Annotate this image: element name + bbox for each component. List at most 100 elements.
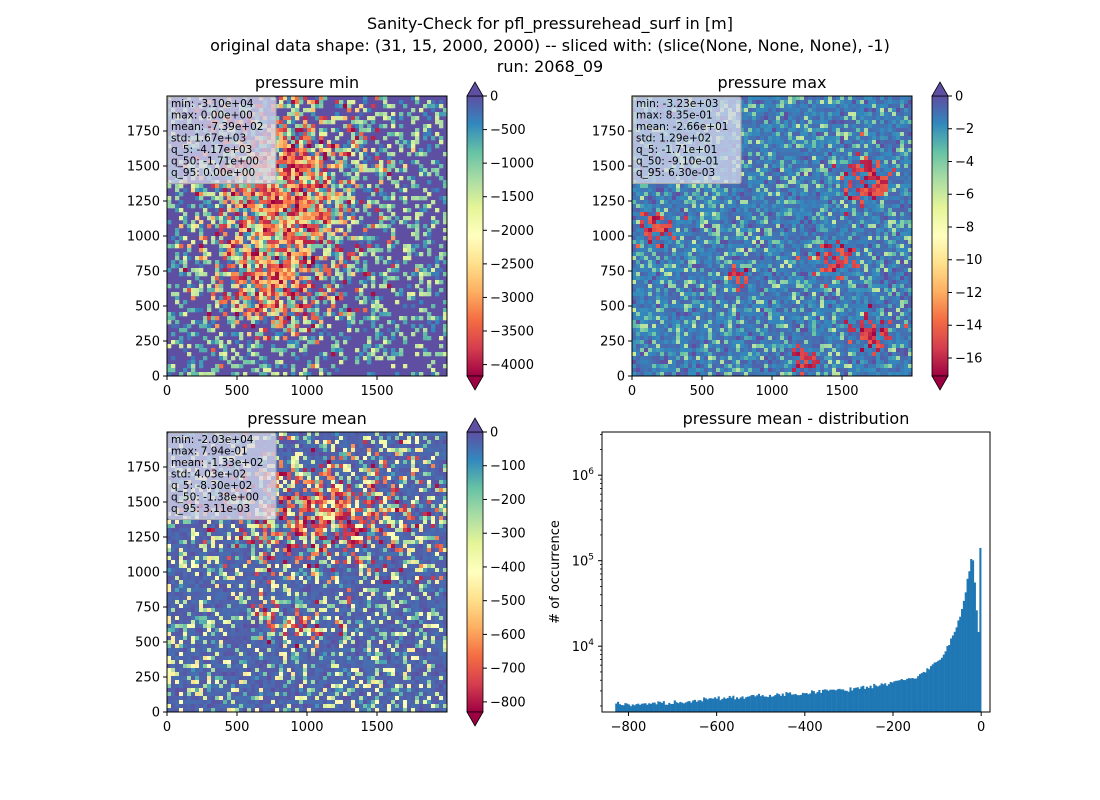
heatmap-cell [311, 160, 316, 165]
heatmap-cell [896, 168, 901, 173]
heatmap-cell [339, 196, 344, 201]
heatmap-cell [335, 244, 340, 249]
heatmap-cell [271, 372, 276, 377]
heatmap-cell [283, 172, 288, 177]
heatmap-cell [271, 204, 276, 209]
heatmap-cell [303, 320, 308, 325]
heatmap-cell [219, 184, 224, 189]
heatmap-cell [864, 144, 869, 149]
heatmap-cell [319, 216, 324, 221]
heatmap-cell [439, 268, 444, 273]
heatmap-cell [315, 292, 320, 297]
heatmap-cell [892, 132, 897, 137]
heatmap-cell [884, 112, 889, 117]
heatmap-cell [856, 184, 861, 189]
heatmap-cell [239, 232, 244, 237]
heatmap-cell [267, 368, 272, 373]
heatmap-cell [800, 144, 805, 149]
heatmap-cell [239, 280, 244, 285]
heatmap-cell [279, 248, 284, 253]
heatmap-cell [311, 228, 316, 233]
heatmap-cell [187, 308, 192, 313]
heatmap-cell [852, 180, 857, 185]
heatmap-cell [896, 140, 901, 145]
heatmap-cell [303, 108, 308, 113]
heatmap-cell [760, 116, 765, 121]
heatmap-cell [335, 184, 340, 189]
heatmap-cell [836, 96, 841, 101]
heatmap-cell [884, 120, 889, 125]
heatmap-cell [287, 128, 292, 133]
heatmap-cell [427, 132, 432, 137]
heatmap-cell [339, 192, 344, 197]
heatmap-cell [291, 96, 296, 101]
heatmap-cell [716, 188, 721, 193]
heatmap-cell [640, 228, 645, 233]
heatmap-cell [836, 172, 841, 177]
heatmap-cell [267, 252, 272, 257]
heatmap-cell [335, 348, 340, 353]
heatmap-cell [435, 320, 440, 325]
heatmap-cell [796, 220, 801, 225]
heatmap-cell [892, 136, 897, 141]
heatmap-cell [179, 216, 184, 221]
heatmap-cell [744, 124, 749, 129]
heatmap-cell [808, 192, 813, 197]
heatmap-cell [295, 340, 300, 345]
heatmap-cell [179, 236, 184, 241]
heatmap-cell [836, 124, 841, 129]
heatmap-cell [291, 332, 296, 337]
heatmap-cell [259, 292, 264, 297]
heatmap-cell [712, 216, 717, 221]
heatmap-cell [255, 276, 260, 281]
heatmap-cell [303, 352, 308, 357]
heatmap-cell [287, 136, 292, 141]
heatmap-cell [243, 296, 248, 301]
heatmap-cell [652, 188, 657, 193]
heatmap-cell [295, 284, 300, 289]
heatmap-cell [736, 224, 741, 229]
heatmap-cell [235, 192, 240, 197]
heatmap-cell [868, 136, 873, 141]
heatmap-cell [884, 208, 889, 213]
heatmap-cell [283, 208, 288, 213]
heatmap-cell [856, 140, 861, 145]
heatmap-cell [896, 224, 901, 229]
heatmap-cell [291, 320, 296, 325]
heatmap-cell [247, 248, 252, 253]
heatmap-cell [427, 336, 432, 341]
heatmap-cell [343, 180, 348, 185]
heatmap-cell [347, 316, 352, 321]
heatmap-cell [303, 216, 308, 221]
heatmap-cell [724, 224, 729, 229]
heatmap-cell [872, 124, 877, 129]
heatmap-cell [740, 108, 745, 113]
heatmap-cell [836, 148, 841, 153]
heatmap-cell [804, 160, 809, 165]
heatmap-cell [788, 184, 793, 189]
heatmap-cell [339, 360, 344, 365]
heatmap-cell [299, 152, 304, 157]
heatmap-cell [804, 204, 809, 209]
heatmap-cell [359, 248, 364, 253]
heatmap-cell [752, 220, 757, 225]
heatmap-cell [904, 104, 909, 109]
heatmap-cell [632, 224, 637, 229]
heatmap-cell [407, 224, 412, 229]
heatmap-cell [327, 176, 332, 181]
heatmap-cell [371, 168, 376, 173]
heatmap-cell [872, 112, 877, 117]
heatmap-cell [379, 148, 384, 153]
heatmap-cell [319, 128, 324, 133]
heatmap-cell [864, 156, 869, 161]
heatmap-cell [764, 172, 769, 177]
heatmap-cell [311, 204, 316, 209]
heatmap-cell [411, 332, 416, 337]
heatmap-cell [383, 224, 388, 229]
heatmap-cell [327, 220, 332, 225]
heatmap-cell [295, 184, 300, 189]
heatmap-cell [840, 96, 845, 101]
heatmap-cell [427, 204, 432, 209]
heatmap-cell [816, 176, 821, 181]
heatmap-cell [247, 304, 252, 309]
